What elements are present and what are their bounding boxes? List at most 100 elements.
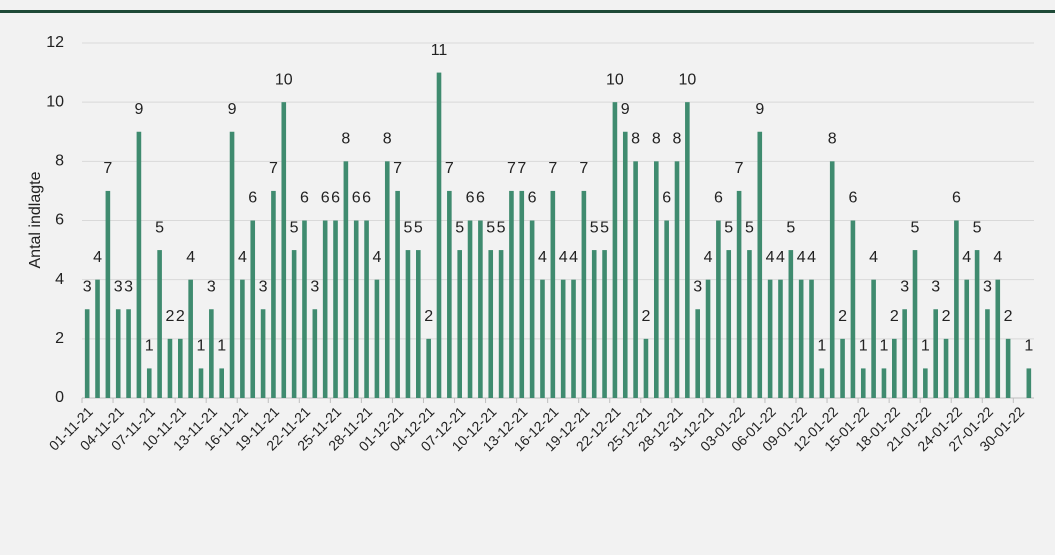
bar	[964, 279, 970, 398]
bar	[167, 338, 173, 398]
data-label: 10	[275, 71, 293, 88]
bar	[985, 309, 990, 398]
bar	[126, 309, 131, 398]
data-label: 7	[445, 160, 454, 177]
bar	[685, 102, 690, 399]
bar	[84, 309, 90, 398]
data-label: 11	[431, 42, 448, 59]
bar	[943, 338, 949, 398]
data-label: 4	[797, 249, 806, 266]
data-label: 7	[269, 160, 278, 177]
data-label: 7	[507, 160, 516, 177]
y-tick-label: 0	[55, 389, 64, 406]
bar	[209, 309, 214, 398]
data-label: 3	[900, 278, 909, 295]
bar	[240, 279, 245, 398]
bar	[136, 131, 142, 398]
bar	[529, 220, 535, 398]
data-label: 4	[704, 249, 713, 266]
bar	[902, 309, 907, 398]
data-label: 4	[569, 249, 578, 266]
data-label: 5	[973, 219, 982, 236]
bar	[654, 161, 659, 398]
data-label: 6	[248, 190, 257, 207]
data-label: 4	[238, 249, 247, 266]
bar	[229, 131, 235, 398]
bar	[602, 250, 607, 398]
bar	[819, 368, 825, 398]
bar	[178, 338, 183, 398]
data-label: 5	[486, 219, 495, 236]
bar	[798, 279, 804, 398]
data-label: 9	[755, 101, 764, 118]
y-tick-label: 12	[46, 34, 64, 51]
bar	[995, 279, 1001, 398]
bar	[405, 250, 411, 398]
data-label: 5	[745, 219, 754, 236]
data-label: 2	[890, 308, 899, 325]
data-label: 3	[124, 278, 133, 295]
data-label: 6	[952, 190, 961, 207]
bar	[260, 309, 266, 398]
bar	[612, 102, 618, 399]
data-label: 6	[714, 190, 723, 207]
data-label: 8	[631, 131, 640, 148]
data-label: 4	[766, 249, 775, 266]
bar	[95, 279, 100, 398]
bar	[829, 161, 835, 398]
bar	[519, 190, 525, 398]
bar	[571, 279, 576, 398]
bar	[436, 72, 442, 398]
data-label: 3	[931, 278, 940, 295]
data-label: 4	[869, 249, 878, 266]
data-label: 5	[497, 219, 506, 236]
data-label: 3	[259, 278, 268, 295]
data-label: 4	[93, 249, 102, 266]
bar	[271, 190, 276, 398]
data-label: 6	[466, 190, 475, 207]
data-label: 5	[911, 219, 920, 236]
bar	[560, 279, 566, 398]
bar	[416, 250, 421, 398]
data-label: 7	[517, 160, 526, 177]
data-label: 5	[290, 219, 299, 236]
data-label: 6	[362, 190, 371, 207]
data-label: 2	[642, 308, 651, 325]
y-tick-label: 6	[55, 212, 64, 229]
bar	[115, 309, 121, 398]
data-label: 7	[103, 160, 112, 177]
data-label: 2	[166, 308, 175, 325]
bar	[302, 220, 307, 398]
data-label: 7	[393, 160, 402, 177]
bar	[840, 338, 845, 398]
data-label: 6	[528, 190, 537, 207]
data-label: 1	[145, 338, 154, 355]
y-tick-label: 8	[55, 153, 64, 170]
bar	[674, 161, 680, 398]
bar	[809, 279, 814, 398]
data-label: 5	[455, 219, 464, 236]
data-label: 7	[548, 160, 557, 177]
data-label: 5	[600, 219, 609, 236]
data-label: 6	[321, 190, 330, 207]
bar	[747, 250, 752, 398]
bar	[198, 368, 204, 398]
data-label: 10	[606, 71, 624, 88]
bar	[105, 190, 111, 398]
data-label: 4	[776, 249, 785, 266]
bar	[1005, 338, 1011, 398]
data-label: 3	[983, 278, 992, 295]
bar	[250, 220, 256, 398]
bar	[736, 190, 742, 398]
bar	[923, 368, 928, 398]
data-label: 6	[848, 190, 857, 207]
bar	[457, 250, 462, 398]
bar	[333, 220, 338, 398]
data-label: 1	[880, 338, 889, 355]
data-label: 5	[786, 219, 795, 236]
data-label: 6	[331, 190, 340, 207]
bar	[633, 161, 638, 398]
bar	[933, 309, 938, 398]
